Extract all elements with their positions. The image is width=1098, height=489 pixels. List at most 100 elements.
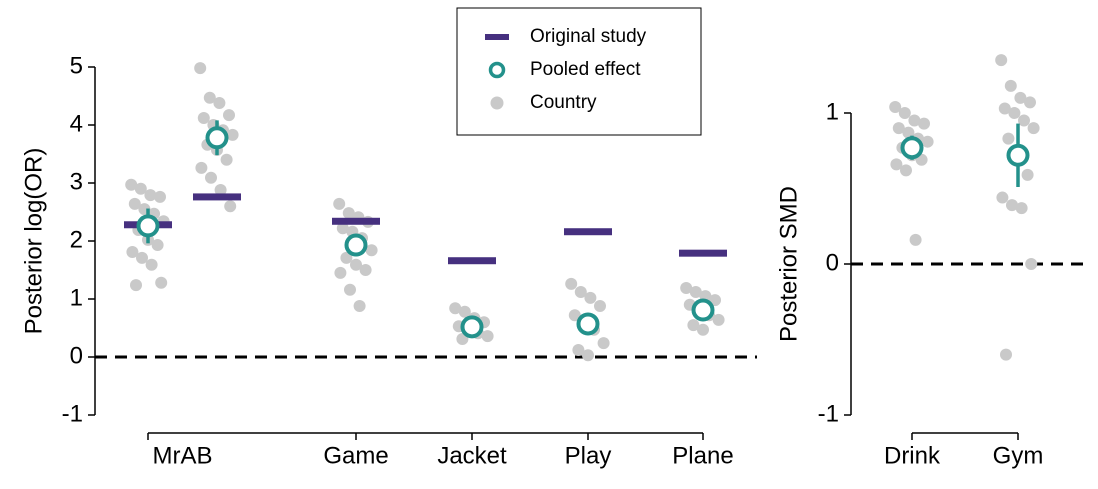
x-tick-label: Game — [323, 442, 388, 469]
country-point — [1015, 202, 1028, 215]
country-point — [333, 197, 346, 210]
country-point — [126, 246, 139, 259]
pooled-effect — [460, 315, 484, 339]
country-point — [892, 122, 905, 135]
country-point — [1008, 107, 1021, 119]
country-point — [481, 330, 494, 343]
pooled-effect — [691, 298, 715, 322]
pooled-effect — [344, 233, 368, 257]
x-tick-label: Play — [565, 442, 612, 469]
country-point — [996, 191, 1009, 204]
country-point — [130, 279, 142, 292]
country-point — [194, 62, 207, 75]
y-tick-label: 1 — [70, 284, 83, 311]
country-point — [1025, 258, 1038, 270]
y-tick-label: -1 — [62, 400, 83, 427]
original-study — [564, 228, 612, 236]
country-point — [365, 244, 378, 257]
country-point — [344, 283, 356, 296]
original-study — [679, 249, 727, 257]
y-tick-label: 0 — [826, 249, 839, 276]
country-point — [226, 128, 239, 141]
country-point — [689, 286, 702, 299]
country-point — [350, 258, 362, 271]
country-point — [1027, 122, 1040, 135]
y-axis-label: Posterior log(OR) — [20, 148, 47, 335]
country-point — [197, 112, 210, 125]
country-point — [902, 126, 915, 139]
original-study — [332, 217, 380, 225]
country-point — [584, 291, 597, 304]
country-point — [1018, 114, 1030, 127]
country-point — [195, 161, 208, 174]
legend-swatch — [485, 34, 509, 40]
country-point — [1000, 348, 1012, 361]
country-point — [889, 100, 902, 113]
country-point — [145, 258, 158, 271]
country-point — [359, 264, 372, 276]
country-point — [214, 183, 227, 196]
original-study — [448, 257, 496, 265]
country-point — [134, 182, 147, 195]
country-point — [918, 117, 930, 130]
country-point — [125, 178, 138, 191]
country-point — [144, 189, 157, 202]
country-point — [155, 276, 168, 289]
country-point — [203, 91, 216, 104]
country-point — [353, 299, 366, 312]
legend-label: Country — [530, 92, 597, 113]
legend-swatch — [490, 96, 504, 110]
country-point — [1024, 96, 1036, 109]
country-point — [334, 266, 347, 279]
country-point — [565, 277, 578, 290]
pooled-effect — [576, 312, 600, 336]
country-point — [594, 299, 606, 312]
country-point — [921, 135, 934, 148]
y-tick-label: 2 — [70, 226, 83, 253]
country-point — [697, 323, 709, 336]
country-point — [449, 302, 462, 315]
pooled-effect — [900, 136, 924, 160]
country-point — [574, 286, 587, 299]
country-point — [336, 222, 349, 235]
country-point — [995, 54, 1008, 67]
y-tick-label: 3 — [70, 168, 83, 195]
pooled-effect — [1006, 143, 1030, 167]
country-point — [1004, 79, 1017, 92]
country-point — [205, 171, 217, 184]
x-tick-label: Plane — [672, 442, 733, 469]
country-point — [342, 207, 355, 220]
country-point — [1002, 132, 1015, 145]
legend-label: Pooled effect — [530, 59, 641, 80]
y-axis-label: Posterior SMD — [775, 186, 802, 342]
original-study — [193, 193, 241, 201]
y-tick-label: -1 — [818, 400, 839, 427]
country-point — [900, 164, 912, 177]
country-point — [458, 305, 471, 318]
country-point — [220, 153, 233, 166]
country-point — [340, 251, 353, 264]
country-point — [154, 190, 166, 203]
country-point — [687, 319, 700, 332]
y-tick-label: 0 — [70, 342, 83, 369]
country-point — [1014, 91, 1027, 104]
country-point — [998, 102, 1011, 115]
country-point — [136, 251, 148, 264]
country-point — [898, 107, 911, 119]
country-point — [890, 158, 903, 171]
country-point — [572, 344, 585, 357]
y-tick-label: 4 — [70, 110, 83, 137]
country-point — [128, 197, 141, 210]
y-tick-label: 1 — [826, 98, 839, 125]
pooled-effect — [205, 126, 229, 150]
x-tick-label: Drink — [884, 442, 941, 469]
country-point — [1006, 199, 1018, 212]
legend-label: Original study — [530, 26, 647, 47]
country-point — [223, 109, 235, 122]
country-point — [582, 349, 594, 362]
country-point — [151, 239, 164, 252]
x-tick-label: Gym — [993, 442, 1044, 469]
x-tick-label: MrAB — [153, 442, 213, 469]
x-tick-label: Jacket — [437, 442, 507, 469]
